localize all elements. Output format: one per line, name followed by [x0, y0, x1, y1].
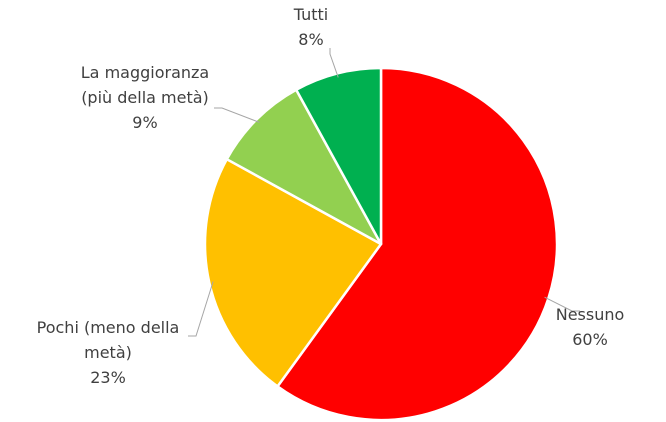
- leader-line-nessuno: [544, 296, 580, 312]
- leader-line-la-maggioranza-piu-della-meta: [214, 107, 260, 123]
- value-label-nessuno: 60%: [572, 330, 608, 349]
- data-label-pochi-meno-della-meta: Pochi (meno della metà) 23%: [37, 318, 180, 387]
- category-label-nessuno: Nessuno: [556, 305, 625, 324]
- leader-line-tutti: [329, 48, 339, 78]
- pie-slice-nessuno: [276, 66, 559, 422]
- pie-slices: [203, 66, 559, 422]
- leader-lines: [188, 48, 580, 337]
- pie-slice-la-maggioranza-piu-della-meta: [225, 88, 383, 246]
- value-label-tutti: 8%: [298, 30, 323, 49]
- value-label-pochi-meno-della-meta: 23%: [90, 368, 126, 387]
- data-label-la-maggioranza-piu-della-meta: La maggioranza (più della metà) 9%: [81, 63, 209, 132]
- pie-slice-pochi-meno-della-meta: [203, 157, 383, 388]
- category-label-la-maggioranza-piu-della-meta: La maggioranza: [81, 63, 209, 82]
- data-label-tutti: Tutti 8%: [293, 5, 328, 49]
- category-label-pochi-meno-della-meta: Pochi (meno della: [37, 318, 180, 337]
- value-label-la-maggioranza-piu-della-meta: 9%: [132, 113, 157, 132]
- leader-line-pochi-meno-della-meta: [188, 281, 214, 337]
- data-labels: Nessuno 60% Pochi (meno della metà) 23% La ma…: [37, 5, 625, 387]
- category-label-la-maggioranza-piu-della-meta: (più della metà): [81, 88, 209, 107]
- category-label-tutti: Tutti: [293, 5, 328, 24]
- data-label-nessuno: Nessuno 60%: [556, 305, 625, 349]
- category-label-pochi-meno-della-meta: metà): [84, 343, 132, 362]
